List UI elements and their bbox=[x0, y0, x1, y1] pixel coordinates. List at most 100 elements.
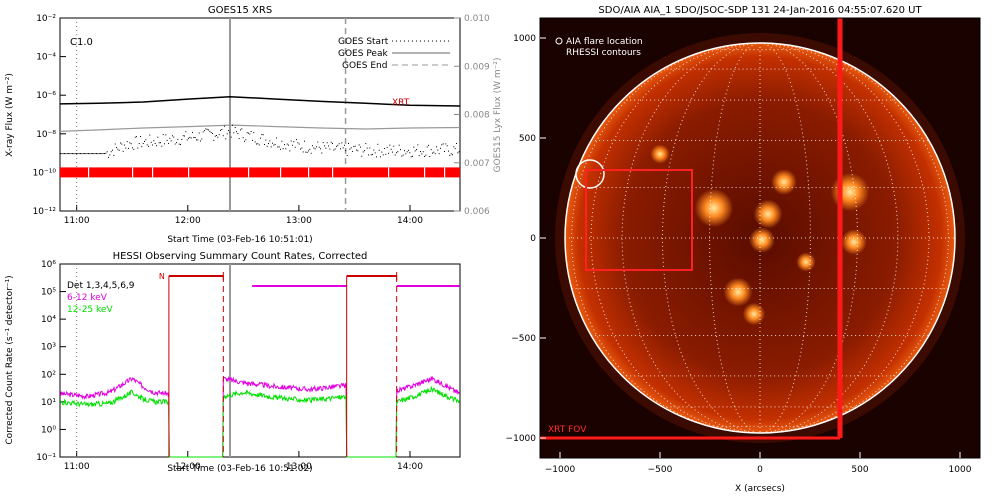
goes-short-point bbox=[282, 148, 284, 150]
goes-short-point bbox=[266, 145, 268, 147]
goes-short-point bbox=[258, 144, 260, 146]
goes-short-point bbox=[157, 136, 159, 138]
goes-short-point bbox=[328, 145, 329, 147]
goes-short-point bbox=[305, 151, 307, 153]
goes-short-point bbox=[192, 132, 193, 133]
hessi-legend-12-25: 12-25 keV bbox=[67, 305, 113, 315]
goes-short-point bbox=[172, 135, 173, 137]
goes-flag-gap bbox=[152, 167, 154, 178]
goes-y2tick-label: 0.007 bbox=[464, 159, 490, 169]
goes-short-point bbox=[412, 155, 413, 157]
goes-short-point bbox=[342, 147, 344, 149]
goes-short-point bbox=[289, 150, 291, 152]
goes-short-point bbox=[98, 153, 100, 155]
goes-short-point bbox=[197, 139, 199, 141]
goes-short-point bbox=[268, 143, 269, 144]
hessi-legend: Det 1,3,4,5,6,9 6-12 keV 12-25 keV bbox=[67, 281, 135, 315]
goes-short-point bbox=[297, 142, 299, 144]
goes-xtick-label: 13:00 bbox=[286, 216, 312, 226]
goes-short-point bbox=[160, 142, 161, 144]
goes-short-point bbox=[222, 135, 224, 137]
aia-legend-circle-symbol bbox=[555, 37, 563, 45]
goes-short-point bbox=[118, 149, 120, 151]
goes-short-point bbox=[384, 148, 385, 149]
goes-flag-gap bbox=[88, 167, 90, 178]
goes-short-point bbox=[389, 144, 391, 146]
goes-short-point bbox=[190, 137, 192, 139]
goes-short-point bbox=[408, 149, 409, 151]
goes-short-point bbox=[125, 147, 127, 149]
goes-short-point bbox=[156, 145, 157, 147]
goes-short-point bbox=[296, 139, 297, 141]
goes-short-point bbox=[426, 146, 428, 148]
goes-short-point bbox=[337, 144, 339, 146]
goes-short-point bbox=[110, 151, 112, 153]
goes-short-point bbox=[330, 141, 332, 143]
goes-short-point bbox=[338, 143, 340, 145]
goes-short-point bbox=[174, 143, 176, 145]
goes-short-point bbox=[321, 152, 323, 154]
goes-short-point bbox=[285, 148, 287, 150]
goes-short-point bbox=[140, 136, 141, 137]
goes-short-point bbox=[374, 152, 376, 154]
goes-short-point bbox=[165, 134, 167, 136]
goes-short-point bbox=[129, 142, 131, 144]
goes-short-point bbox=[252, 139, 253, 141]
goes-short-point bbox=[409, 152, 411, 154]
goes-ytick-label: 10⁻⁴ bbox=[36, 53, 56, 63]
goes-short-point bbox=[120, 142, 121, 144]
goes-lyx-series bbox=[59, 124, 461, 132]
goes-short-point bbox=[148, 145, 149, 147]
goes-short-point bbox=[256, 143, 257, 145]
goes-short-point bbox=[405, 153, 407, 155]
goes-short-point bbox=[429, 156, 431, 157]
goes-short-point bbox=[365, 143, 367, 145]
goes-short-point bbox=[248, 132, 249, 134]
goes-short-point bbox=[418, 155, 420, 157]
goes-short-point bbox=[74, 153, 76, 155]
goes-short-point bbox=[254, 141, 256, 143]
goes-short-point bbox=[116, 146, 117, 148]
goes-short-point bbox=[392, 151, 393, 153]
goes-short-point bbox=[442, 143, 444, 145]
goes-short-point bbox=[184, 135, 185, 137]
goes-short-point bbox=[109, 154, 111, 156]
sun-limb bbox=[564, 42, 956, 434]
hessi-xtick-label: 11:00 bbox=[64, 462, 90, 472]
goes-short-point bbox=[233, 132, 235, 134]
goes-short-point bbox=[90, 153, 92, 155]
goes-short-point bbox=[112, 149, 113, 151]
goes-short-point bbox=[372, 153, 373, 155]
goes-short-point bbox=[212, 133, 213, 134]
goes-short-point bbox=[169, 137, 171, 139]
goes-short-point bbox=[61, 153, 63, 155]
goes-short-point bbox=[414, 150, 416, 152]
goes-short-point bbox=[380, 156, 381, 158]
active-region bbox=[650, 144, 670, 164]
goes-short-point bbox=[294, 146, 296, 148]
goes-short-point bbox=[144, 141, 145, 142]
goes-short-point bbox=[189, 136, 191, 138]
goes-short-point bbox=[273, 144, 275, 146]
goes-short-point bbox=[100, 153, 101, 155]
goes-short-point bbox=[310, 152, 312, 154]
goes-short-point bbox=[246, 132, 248, 134]
goes-short-point bbox=[249, 133, 251, 135]
goes-short-point bbox=[437, 149, 439, 151]
goes-short-point bbox=[124, 144, 125, 146]
goes-short-point bbox=[441, 144, 443, 146]
flare-location-circle bbox=[575, 159, 605, 189]
goes-short-point bbox=[440, 147, 441, 149]
goes-short-point bbox=[306, 151, 308, 153]
goes-legend: GOES Start GOES Peak GOES End bbox=[338, 37, 450, 71]
goes-short-point bbox=[381, 151, 383, 153]
goes-short-point bbox=[177, 138, 179, 140]
hessi-xlabel: Start Time (03-Feb-16 10:51:02) bbox=[167, 464, 312, 474]
goes-short-point bbox=[149, 134, 151, 136]
hessi-ytick-label: 10⁴ bbox=[41, 315, 56, 325]
goes-flag-gap bbox=[332, 167, 334, 178]
goes-short-point bbox=[413, 146, 415, 148]
goes-short-point bbox=[196, 139, 197, 141]
goes-short-point bbox=[344, 144, 345, 146]
